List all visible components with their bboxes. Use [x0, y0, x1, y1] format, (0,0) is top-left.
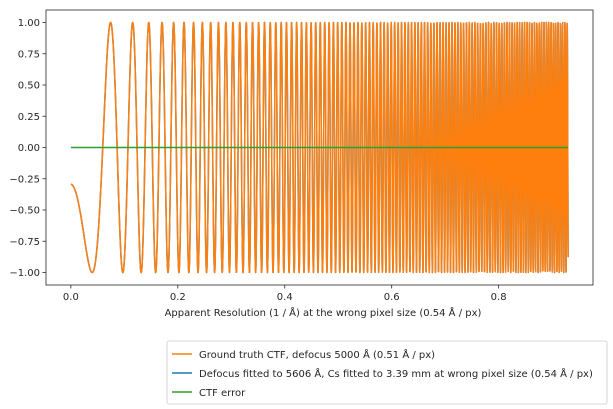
legend: Ground truth CTF, defocus 5000 Å (0.51 Å… [166, 340, 608, 405]
series-line-0 [70, 21, 569, 274]
y-tick-label: −0.75 [9, 237, 40, 248]
y-tick-label: 1.00 [18, 18, 40, 29]
legend-label-ctf-error: CTF error [199, 388, 246, 399]
y-tick-label: −0.25 [9, 174, 40, 185]
x-tick-label: 0.0 [63, 292, 79, 303]
plot-lines [70, 21, 569, 274]
legend-label-fitted: Defocus fitted to 5606 Å, Cs fitted to 3… [199, 367, 593, 380]
y-tick-label: 0.75 [18, 49, 40, 60]
x-axis-label: Apparent Resolution (1 / Å) at the wrong… [165, 306, 482, 319]
x-tick-label: 0.4 [277, 292, 293, 303]
y-tick-label: 0.25 [18, 112, 40, 123]
x-tick-label: 0.8 [491, 292, 507, 303]
y-tick-label: −1.00 [9, 268, 40, 279]
legend-box [166, 340, 608, 405]
legend-label-ground-truth: Ground truth CTF, defocus 5000 Å (0.51 Å… [199, 348, 435, 361]
x-tick-label: 0.2 [170, 292, 186, 303]
x-tick-label: 0.6 [384, 292, 400, 303]
y-tick-label: −0.50 [9, 206, 40, 217]
y-axis: −1.00 −0.75 −0.50 −0.25 0.00 0.25 0.50 0.75 1.00 [9, 18, 46, 279]
y-tick-label: 0.50 [18, 81, 40, 92]
y-tick-label: 0.00 [18, 143, 40, 154]
x-axis: 0.0 0.2 0.4 0.6 0.8 [63, 285, 507, 303]
